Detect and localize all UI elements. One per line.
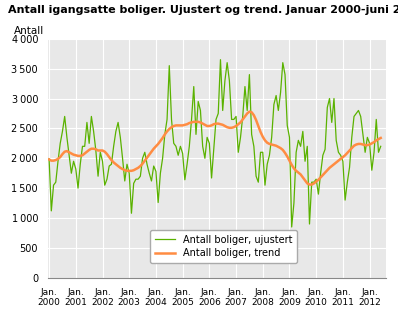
Antall boliger, ujustert (156, 201, 160, 204)
Antall boliger, ujustert (236, 150, 241, 154)
Antall boliger, trend (47, 158, 51, 162)
Legend: Antall boliger, ujustert, Antall boliger, trend: Antall boliger, ujustert, Antall boliger… (150, 230, 297, 263)
Antall boliger, ujustert (325, 106, 330, 109)
Antall boliger, trend (307, 182, 312, 186)
Antall boliger, trend (234, 124, 238, 128)
Antall boliger, ujustert (47, 157, 51, 161)
Antall boliger, trend (278, 146, 283, 150)
Antall boliger, ujustert (178, 144, 183, 148)
Antall boliger, ujustert (378, 144, 383, 148)
Text: Antall: Antall (14, 26, 44, 36)
Antall boliger, trend (178, 123, 183, 127)
Text: Antall igangsatte boliger. Ujustert og trend. Januar 2000-juni 2012: Antall igangsatte boliger. Ujustert og t… (8, 5, 398, 15)
Antall boliger, ujustert (289, 225, 294, 229)
Antall boliger, ujustert (218, 58, 223, 62)
Antall boliger, trend (247, 110, 252, 114)
Antall boliger, trend (220, 123, 225, 127)
Antall boliger, ujustert (222, 78, 227, 82)
Line: Antall boliger, ujustert: Antall boliger, ujustert (49, 60, 381, 227)
Line: Antall boliger, trend: Antall boliger, trend (49, 112, 381, 184)
Antall boliger, ujustert (278, 90, 283, 94)
Antall boliger, trend (325, 168, 330, 172)
Antall boliger, trend (156, 142, 160, 146)
Antall boliger, trend (378, 136, 383, 140)
